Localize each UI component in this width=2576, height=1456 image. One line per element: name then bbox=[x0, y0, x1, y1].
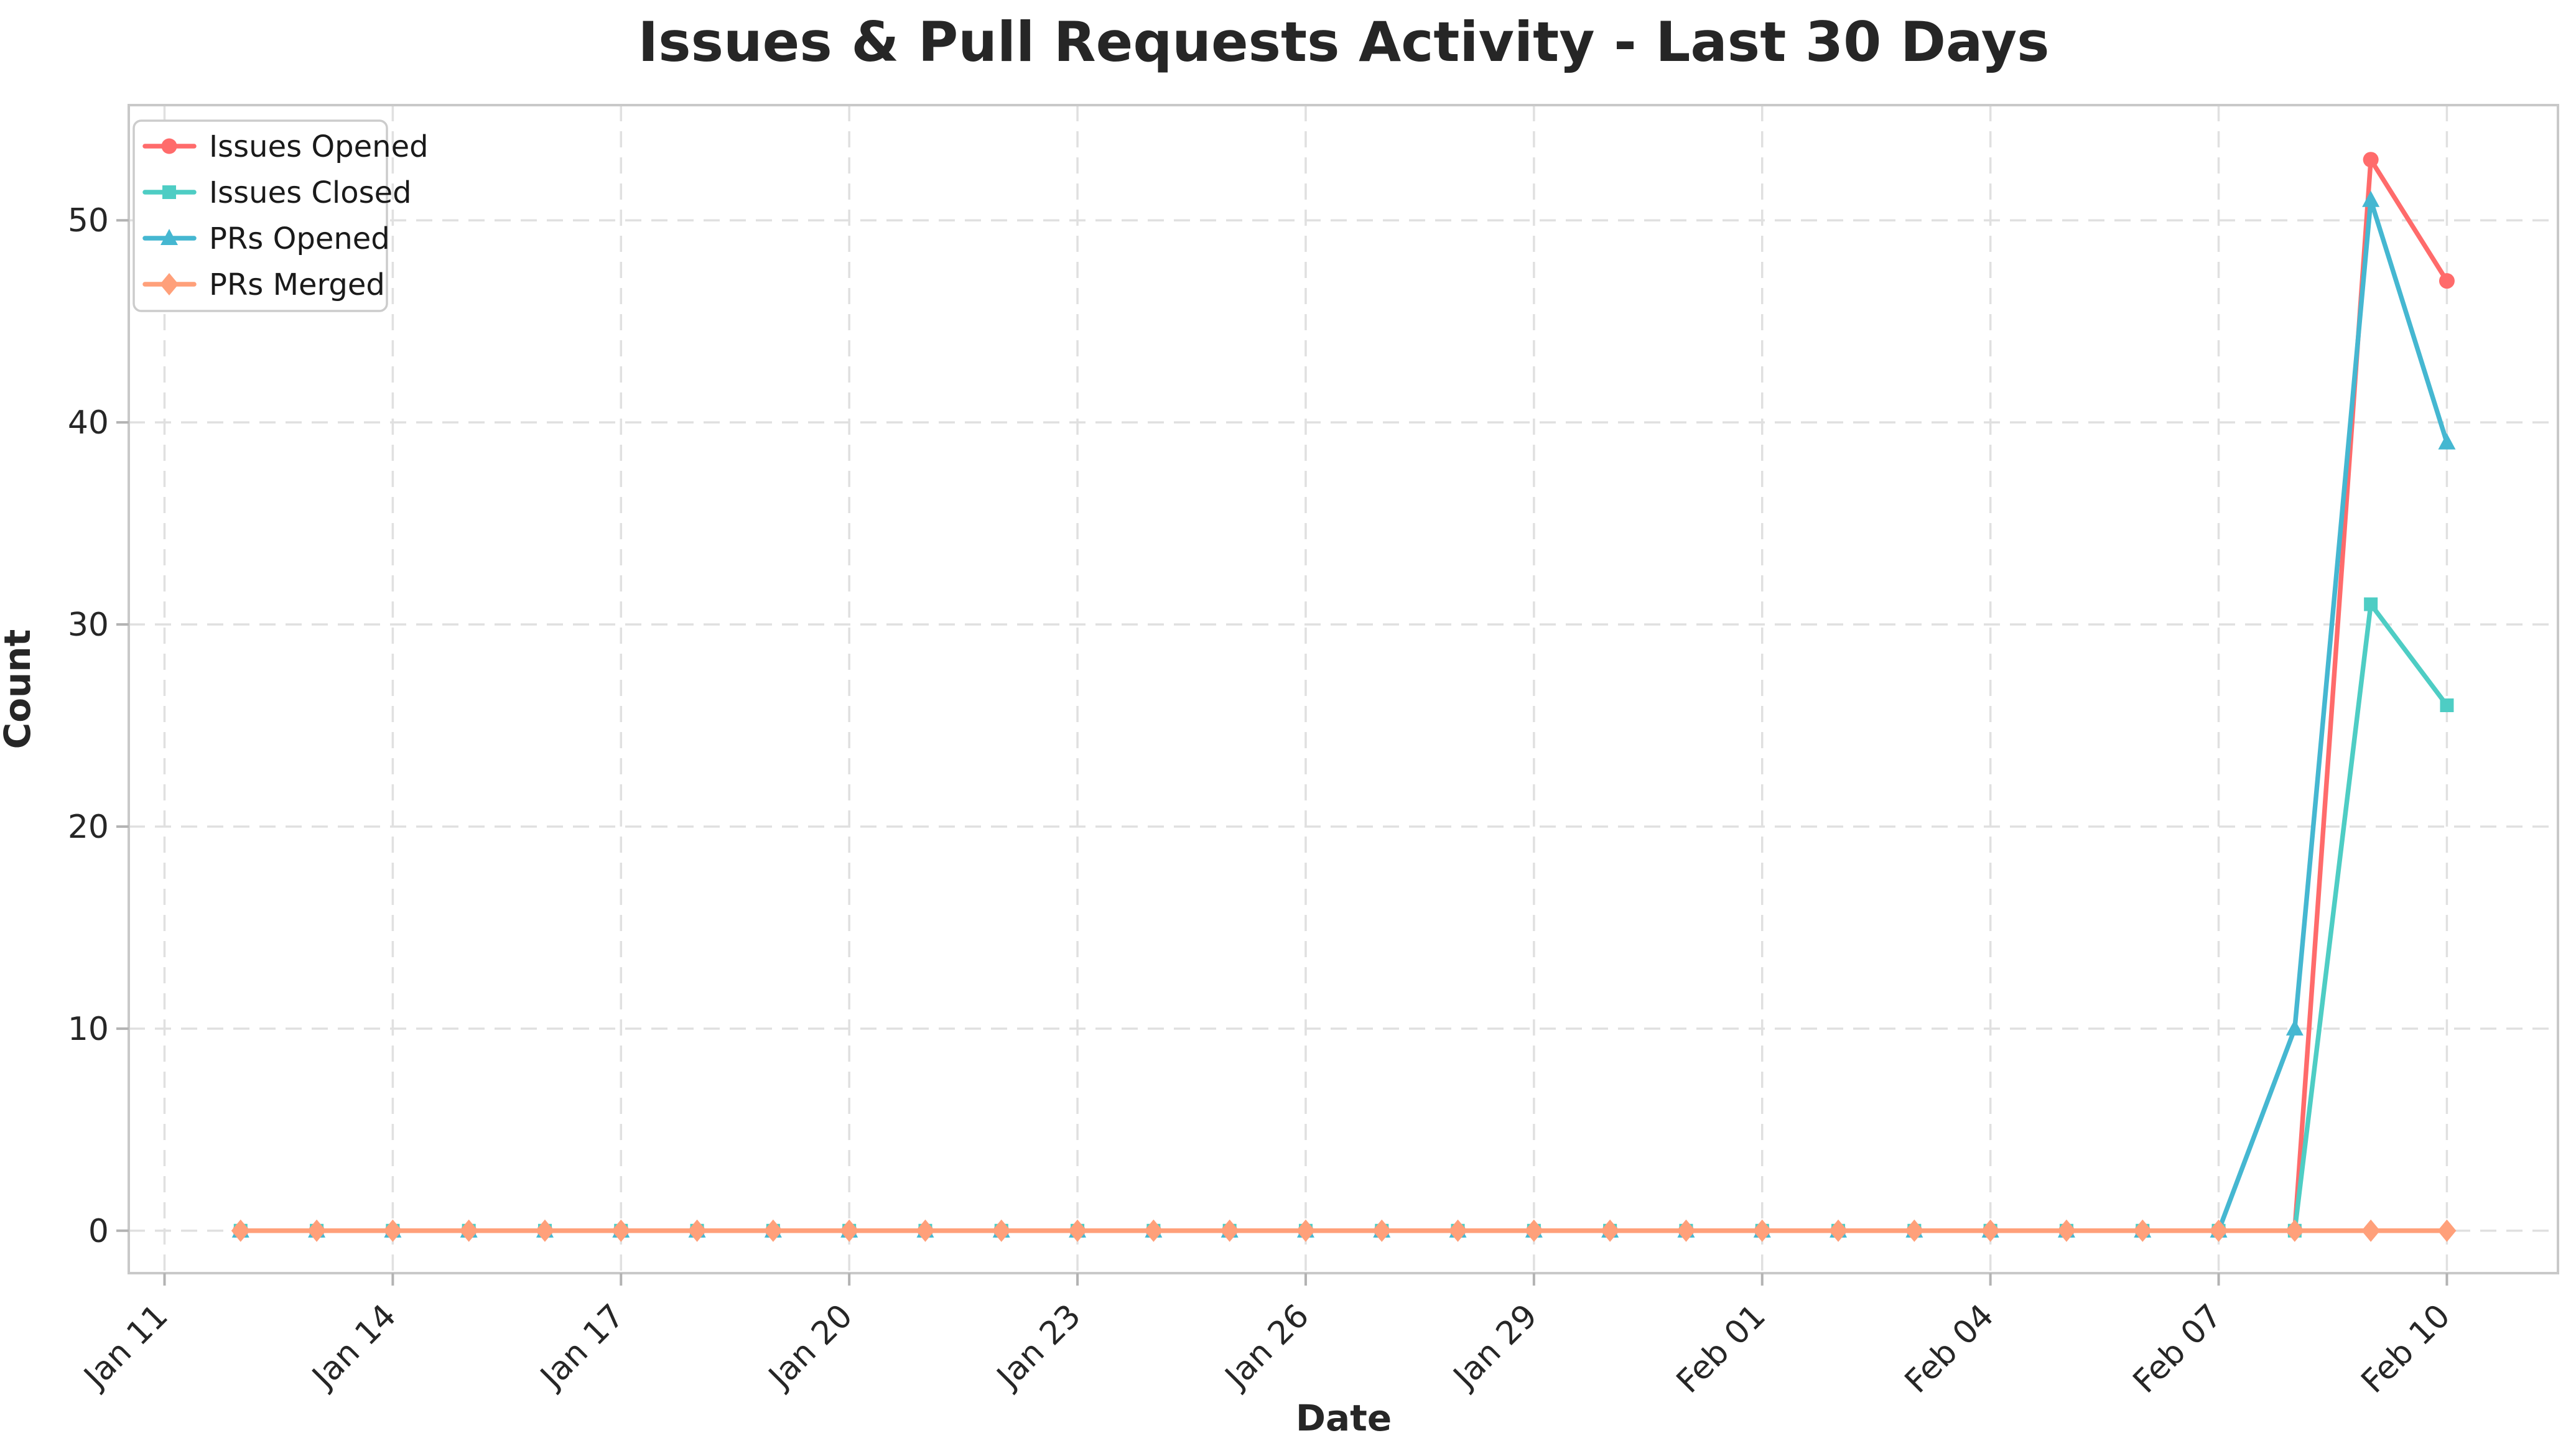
legend-box bbox=[133, 119, 388, 312]
axes-spines bbox=[116, 104, 2559, 1286]
legend-label-prs-merged: PRs Merged bbox=[209, 267, 385, 302]
marker-issues-closed-feb-09 bbox=[2364, 597, 2378, 611]
legend-circle-icon bbox=[161, 138, 177, 154]
plot-border bbox=[128, 104, 2559, 1274]
marker-prs-opened-feb-08 bbox=[2285, 1019, 2304, 1036]
marker-prs-merged-feb-06 bbox=[2133, 1219, 2152, 1242]
marker-prs-merged-feb-03 bbox=[1905, 1219, 1924, 1242]
marker-issues-opened-feb-09 bbox=[2363, 152, 2379, 168]
legend-square-icon bbox=[162, 185, 176, 199]
marker-prs-merged-jan-20 bbox=[840, 1219, 859, 1242]
y-tick-label-20: 20 bbox=[68, 809, 109, 846]
y-tick-label-30: 30 bbox=[68, 606, 109, 644]
gridlines bbox=[129, 105, 2558, 1273]
legend: Issues Opened Issues Closed PRs Opened PRs … bbox=[133, 119, 429, 312]
marker-prs-merged-jan-28 bbox=[1448, 1219, 1467, 1242]
legend-label-issues-closed: Issues Closed bbox=[209, 175, 412, 210]
y-tick-label-50: 50 bbox=[68, 202, 109, 239]
x-tick-label-jan-17: Jan 17 bbox=[532, 1297, 632, 1397]
x-tick-label-feb-10: Feb 10 bbox=[2355, 1297, 2458, 1401]
marker-prs-merged-jan-31 bbox=[1676, 1219, 1696, 1242]
marker-prs-merged-jan-17 bbox=[611, 1219, 631, 1242]
marker-prs-merged-jan-16 bbox=[535, 1219, 554, 1242]
marker-prs-merged-feb-07 bbox=[2209, 1219, 2228, 1242]
marker-prs-merged-jan-12 bbox=[231, 1219, 250, 1242]
marker-prs-merged-jan-19 bbox=[763, 1219, 783, 1242]
legend-label-issues-opened: Issues Opened bbox=[209, 129, 429, 164]
marker-prs-merged-feb-10 bbox=[2437, 1219, 2457, 1242]
series-line-issues-opened bbox=[238, 157, 2450, 1233]
marker-prs-merged-feb-01 bbox=[1752, 1219, 1772, 1242]
series-issues-closed bbox=[233, 597, 2454, 1238]
marker-prs-merged-feb-05 bbox=[2057, 1219, 2076, 1242]
x-tick-label-jan-11: Jan 11 bbox=[76, 1297, 175, 1397]
marker-prs-merged-jan-29 bbox=[1524, 1219, 1543, 1242]
marker-prs-merged-feb-04 bbox=[1981, 1219, 2000, 1242]
x-tick-label-feb-04: Feb 04 bbox=[1898, 1297, 2001, 1401]
marker-prs-merged-jan-21 bbox=[916, 1219, 935, 1242]
y-tick-label-0: 0 bbox=[88, 1213, 109, 1250]
marker-prs-merged-feb-09 bbox=[2361, 1219, 2381, 1242]
marker-prs-merged-jan-22 bbox=[992, 1219, 1011, 1242]
series-issues-opened bbox=[233, 152, 2455, 1239]
x-tick-label-feb-07: Feb 07 bbox=[2126, 1297, 2230, 1401]
series-prs-opened bbox=[231, 190, 2456, 1238]
marker-issues-opened-feb-10 bbox=[2439, 273, 2455, 289]
x-tick-label-jan-29: Jan 29 bbox=[1445, 1297, 1545, 1397]
x-tick-label-jan-14: Jan 14 bbox=[304, 1297, 404, 1397]
y-tick-label-10: 10 bbox=[68, 1011, 109, 1048]
marker-prs-merged-jan-14 bbox=[383, 1219, 402, 1242]
marker-prs-merged-jan-15 bbox=[459, 1219, 478, 1242]
marker-issues-closed-feb-10 bbox=[2440, 698, 2454, 712]
series-line-issues-closed bbox=[238, 601, 2450, 1233]
marker-prs-merged-jan-27 bbox=[1372, 1219, 1392, 1242]
marker-prs-opened-feb-10 bbox=[2438, 433, 2456, 450]
marker-prs-merged-feb-08 bbox=[2285, 1219, 2304, 1242]
x-tick-label-jan-26: Jan 26 bbox=[1217, 1297, 1316, 1397]
marker-prs-merged-jan-18 bbox=[687, 1219, 707, 1242]
x-axis-label: Date bbox=[1296, 1397, 1392, 1439]
legend-diamond-icon bbox=[160, 273, 179, 295]
legend-triangle-icon bbox=[160, 229, 178, 245]
legend-item-prs-merged: PRs Merged bbox=[142, 267, 385, 302]
legend-item-issues-opened: Issues Opened bbox=[142, 129, 429, 164]
series-prs-merged bbox=[231, 1219, 2457, 1242]
chart-title: Issues & Pull Requests Activity - Last 3… bbox=[638, 10, 2050, 74]
marker-prs-opened-feb-09 bbox=[2362, 190, 2380, 207]
x-tick-labels: Jan 11 Jan 14 Jan 17 Jan 20 Jan 23 Jan 26 Jan … bbox=[76, 1297, 2458, 1401]
series-line-prs-opened bbox=[238, 197, 2450, 1233]
series-plot-area bbox=[231, 152, 2457, 1242]
y-tick-label-40: 40 bbox=[68, 404, 109, 442]
legend-label-prs-opened: PRs Opened bbox=[209, 221, 390, 256]
marker-prs-merged-jan-26 bbox=[1296, 1219, 1315, 1242]
marker-prs-merged-jan-25 bbox=[1220, 1219, 1239, 1242]
legend-item-issues-closed: Issues Closed bbox=[142, 175, 412, 210]
y-axis-label: Count bbox=[0, 629, 39, 749]
marker-prs-merged-feb-02 bbox=[1829, 1219, 1848, 1242]
x-tick-label-jan-20: Jan 20 bbox=[761, 1297, 860, 1397]
marker-prs-merged-jan-23 bbox=[1068, 1219, 1087, 1242]
marker-prs-merged-jan-13 bbox=[307, 1219, 327, 1242]
x-tick-label-feb-01: Feb 01 bbox=[1670, 1297, 1773, 1401]
marker-prs-merged-jan-24 bbox=[1144, 1219, 1163, 1242]
x-tick-label-jan-23: Jan 23 bbox=[989, 1297, 1089, 1397]
legend-item-prs-opened: PRs Opened bbox=[142, 221, 390, 256]
y-tick-labels: 0 10 20 30 40 50 bbox=[68, 202, 109, 1250]
marker-prs-merged-jan-30 bbox=[1601, 1219, 1620, 1242]
